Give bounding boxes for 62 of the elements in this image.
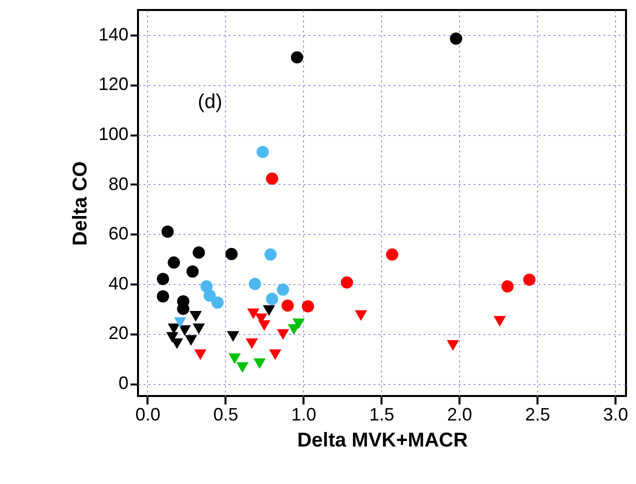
point — [184, 335, 198, 346]
point — [248, 278, 262, 290]
point — [156, 272, 170, 286]
point — [190, 311, 202, 322]
point — [264, 248, 277, 261]
point — [269, 349, 282, 360]
x-axis-title: Delta MVK+MACR — [297, 430, 468, 452]
point — [256, 146, 269, 158]
point — [290, 51, 304, 64]
point — [446, 340, 460, 351]
point — [194, 349, 206, 360]
y-tick-label: 20 — [108, 323, 128, 344]
point — [192, 246, 205, 259]
point — [386, 248, 398, 261]
point — [211, 296, 224, 309]
x-tick-label: 1.5 — [369, 404, 394, 424]
point — [178, 325, 191, 336]
point — [258, 320, 270, 331]
y-axis-title: Delta CO — [69, 161, 92, 246]
point — [501, 280, 514, 293]
point — [162, 226, 174, 238]
point — [450, 32, 462, 45]
point — [282, 299, 294, 312]
point — [166, 332, 178, 343]
point — [168, 256, 180, 269]
x-tick-label: 1.0 — [291, 404, 316, 424]
point — [494, 316, 506, 327]
x-tick-label: 3.0 — [603, 404, 628, 424]
point — [247, 308, 260, 320]
point — [228, 353, 241, 364]
point — [266, 172, 278, 185]
y-tick-label: 40 — [108, 273, 128, 294]
point — [246, 338, 258, 350]
x-tick-label: 2.0 — [447, 404, 472, 424]
point — [354, 310, 368, 321]
point — [186, 265, 199, 278]
y-tick-label: 80 — [108, 174, 128, 194]
y-tick-label: 140 — [98, 24, 128, 44]
point — [302, 300, 314, 312]
point — [276, 329, 290, 340]
point — [523, 274, 536, 286]
point — [156, 290, 170, 302]
point — [236, 362, 249, 373]
y-tick-label: 0 — [118, 373, 128, 394]
x-tick-label: 2.5 — [525, 404, 550, 424]
point — [253, 358, 266, 369]
point — [292, 318, 305, 330]
point — [226, 331, 240, 342]
point — [192, 323, 205, 334]
point — [340, 276, 354, 289]
point — [276, 284, 290, 296]
point — [262, 305, 276, 316]
point — [266, 292, 278, 305]
y-tick-label: 60 — [108, 224, 128, 244]
x-tick-label: 0.5 — [213, 404, 238, 424]
point — [225, 248, 238, 260]
point — [204, 290, 216, 302]
x-tick-label: 0.0 — [135, 404, 160, 424]
point — [174, 317, 186, 328]
y-tick-label: 100 — [98, 124, 128, 144]
annotation: (d) — [198, 91, 222, 113]
y-tick-label: 120 — [98, 74, 128, 94]
